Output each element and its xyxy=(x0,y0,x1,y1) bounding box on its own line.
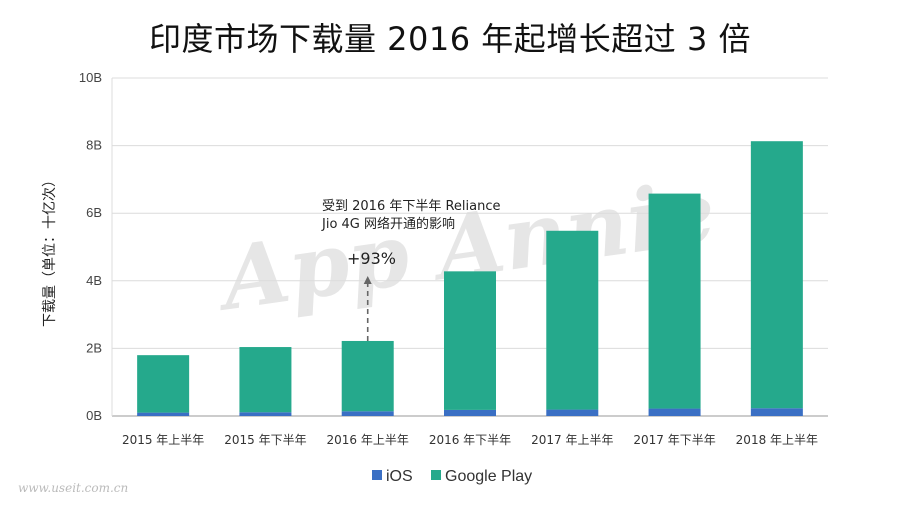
growth-percent-label: +93% xyxy=(347,249,396,268)
x-category-label: 2017 年上半年 xyxy=(531,433,613,447)
x-category-label: 2016 年上半年 xyxy=(327,433,409,447)
y-tick-label: 8B xyxy=(86,138,102,153)
bar-ios xyxy=(444,409,496,416)
chart-title: 印度市场下载量 2016 年起增长超过 3 倍 xyxy=(149,20,751,58)
x-category-label: 2015 年下半年 xyxy=(224,433,306,447)
y-tick-label: 0B xyxy=(86,408,102,423)
y-tick-label: 2B xyxy=(86,340,102,355)
y-tick-label: 6B xyxy=(86,205,102,220)
bar-google-play xyxy=(444,271,496,410)
x-category-label: 2017 年下半年 xyxy=(633,433,715,447)
x-category-label: 2018 年上半年 xyxy=(736,433,818,447)
legend-label: Google Play xyxy=(445,468,532,485)
bar-google-play xyxy=(341,340,394,412)
legend-swatch xyxy=(372,470,382,480)
bar-ios xyxy=(750,408,803,416)
bar-ios xyxy=(648,408,701,416)
legend-label: iOS xyxy=(386,468,413,485)
bar-ios xyxy=(546,409,599,416)
bar-google-play xyxy=(750,141,803,409)
x-category-label: 2016 年下半年 xyxy=(429,433,511,447)
annotation: 受到 2016 年下半年 Reliance Jio 4G 网络开通的影响 +93… xyxy=(321,199,501,341)
annotation-line-2: Jio 4G 网络开通的影响 xyxy=(321,216,455,232)
legend: iOS Google Play xyxy=(372,468,532,485)
y-axis-label: 下载量（单位：十亿次） xyxy=(42,173,58,327)
annotation-line-1: 受到 2016 年下半年 Reliance xyxy=(322,199,501,214)
y-ticks: 0B 2B 4B 6B 8B 10B xyxy=(79,70,102,423)
x-categories: 2015 年上半年 2015 年下半年 2016 年上半年 2016 年下半年 2017… xyxy=(122,433,818,447)
bar-ios xyxy=(341,411,394,416)
y-tick-label: 10B xyxy=(79,70,102,85)
y-tick-label: 4B xyxy=(86,273,102,288)
annotation-arrow-head xyxy=(363,276,372,284)
bar-google-play xyxy=(546,230,599,410)
bars xyxy=(137,141,803,416)
bar-ios xyxy=(137,412,190,416)
site-watermark: www.useit.com.cn xyxy=(18,481,128,495)
bar-ios xyxy=(239,412,292,416)
bar-google-play xyxy=(137,355,190,413)
bar-google-play xyxy=(239,347,292,413)
bar-google-play xyxy=(648,193,701,409)
x-category-label: 2015 年上半年 xyxy=(122,433,204,447)
legend-swatch xyxy=(431,470,441,480)
